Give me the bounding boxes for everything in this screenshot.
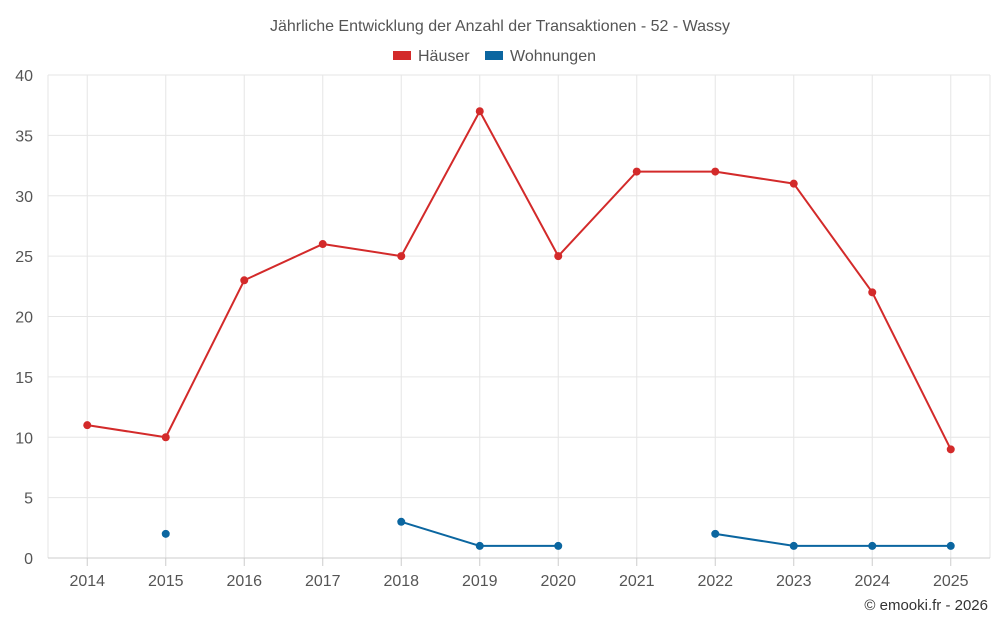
x-tick-label: 2015	[148, 573, 184, 590]
legend-item-haeuser[interactable]: Häuser	[393, 48, 470, 65]
data-point-wohnungen[interactable]	[868, 541, 877, 550]
chart-title: Jährliche Entwicklung der Anzahl der Tra…	[270, 18, 730, 35]
series	[83, 107, 955, 550]
y-tick-label: 20	[15, 310, 33, 327]
credit-text: © emooki.fr - 2026	[864, 597, 988, 614]
y-tick-label: 15	[15, 370, 33, 387]
legend-swatch-wohnungen	[485, 51, 503, 60]
data-point-haeuser[interactable]	[318, 240, 327, 249]
data-point-wohnungen[interactable]	[161, 529, 170, 538]
grid	[47, 74, 991, 558]
x-tick-label: 2016	[226, 573, 262, 590]
data-point-haeuser[interactable]	[868, 288, 877, 297]
x-tick-label: 2014	[69, 573, 105, 590]
y-tick-label: 40	[15, 68, 33, 85]
data-point-haeuser[interactable]	[83, 421, 92, 430]
data-point-haeuser[interactable]	[475, 107, 484, 116]
data-point-wohnungen[interactable]	[554, 541, 563, 550]
series-haeuser	[83, 107, 955, 454]
x-tick-label: 2020	[540, 573, 576, 590]
y-tick-label: 25	[15, 249, 33, 266]
legend-label-haeuser: Häuser	[418, 48, 470, 65]
legend-label-wohnungen: Wohnungen	[510, 48, 596, 65]
data-point-haeuser[interactable]	[554, 252, 563, 261]
y-tick-label: 35	[15, 128, 33, 145]
series-line-wohnungen	[715, 532, 951, 547]
series-line-haeuser	[87, 110, 952, 450]
y-tick-label: 5	[24, 491, 33, 508]
legend-swatch-haeuser	[393, 51, 411, 60]
data-point-wohnungen[interactable]	[789, 541, 798, 550]
y-tick-label: 30	[15, 189, 33, 206]
x-tick-label: 2021	[619, 573, 655, 590]
legend-item-wohnungen[interactable]: Wohnungen	[485, 48, 596, 65]
x-tick-label: 2024	[854, 573, 890, 590]
x-tick-label: 2025	[933, 573, 969, 590]
x-tick-label: 2017	[305, 573, 341, 590]
data-point-haeuser[interactable]	[711, 167, 720, 176]
data-point-haeuser[interactable]	[946, 445, 955, 454]
data-point-haeuser[interactable]	[240, 276, 249, 285]
data-point-wohnungen[interactable]	[711, 529, 720, 538]
data-point-wohnungen[interactable]	[397, 517, 406, 526]
y-tick-label: 10	[15, 430, 33, 447]
x-tick-label: 2023	[776, 573, 812, 590]
data-point-wohnungen[interactable]	[475, 541, 484, 550]
series-wohnungen	[161, 517, 955, 550]
y-tick-label: 0	[24, 551, 33, 568]
data-point-wohnungen[interactable]	[946, 541, 955, 550]
data-point-haeuser[interactable]	[632, 167, 641, 176]
x-tick-label: 2022	[697, 573, 733, 590]
x-tick-label: 2018	[383, 573, 419, 590]
x-tick-label: 2019	[462, 573, 498, 590]
data-point-haeuser[interactable]	[789, 179, 798, 188]
data-point-haeuser[interactable]	[161, 433, 170, 442]
data-point-haeuser[interactable]	[397, 252, 406, 261]
legend: Häuser Wohnungen	[393, 48, 596, 65]
